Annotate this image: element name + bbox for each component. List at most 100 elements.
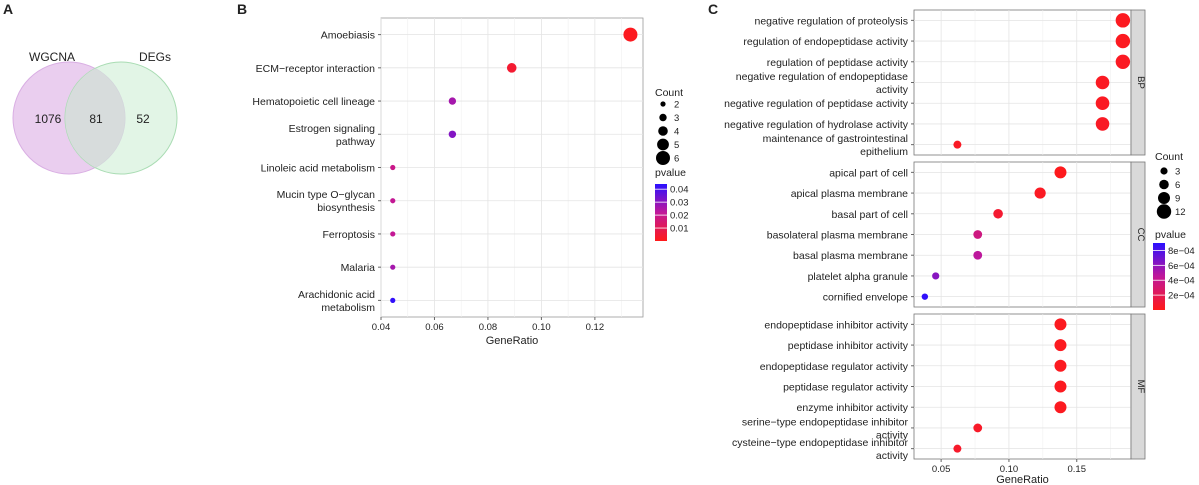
kegg-count-legend-label: 2 [674,100,679,111]
go-term-label-line: activity [876,450,909,462]
go-term-label: maintenance of gastrointestinal epitheliu… [763,133,909,158]
go-dot [1095,96,1110,111]
go-term-label-line: basal part of cell [832,209,908,221]
kegg-term-label: Amoebiasis [321,30,375,42]
kegg-term-label-line: Ferroptosis [322,229,375,241]
go-term-label-line: negative regulation of proteolysis [754,15,908,27]
kegg-term-label: Linoleic acid metabolism [261,163,376,175]
go-term-label-line: negative regulation of endopeptidase [736,71,908,83]
go-dot [973,230,983,239]
kegg-count-legend-label: 6 [674,154,679,165]
kegg-term-label: Ferroptosis [322,229,375,241]
go-term-label: peptidase inhibitor activity [788,340,909,352]
go-term-label-line: activity [876,429,909,441]
kegg-x-tick-label: 0.10 [532,322,551,333]
go-term-label: cornified envelope [823,292,908,304]
kegg-x-tick-label: 0.04 [372,322,391,333]
kegg-pvalue-legend-label: 0.02 [670,211,689,222]
kegg-term-label: Mucin type O−glycan biosynthesis [277,189,376,214]
go-facet-strip-label: MF [1135,380,1146,394]
kegg-x-tick-label: 0.12 [586,322,605,333]
go-count-legend-dot [1158,192,1170,204]
go-pvalue-legend-label: 2e−04 [1168,291,1195,302]
go-term-label: cysteine−type endopeptidase inhibitor act… [732,437,909,462]
go-term-label: apical plasma membrane [791,188,908,200]
go-facet-strip [1130,161,1146,308]
kegg-term-label: Hematopoietic cell lineage [252,96,375,108]
go-term-label-line: maintenance of gastrointestinal [763,133,908,145]
panel-a-letter: A [3,1,13,17]
go-pvalue-legend-title: pvalue [1155,229,1186,241]
go-term-label-line: platelet alpha granule [808,271,909,283]
go-facet-strip-label: BP [1135,76,1146,89]
go-count-legend-dot [1160,167,1168,175]
go-dot [973,250,983,260]
go-dot [1054,359,1067,372]
kegg-term-label: Malaria [341,262,376,274]
go-dot [1115,54,1131,69]
kegg-pvalue-legend-label: 0.04 [670,185,689,196]
go-x-axis-label: GeneRatio [996,474,1049,485]
kegg-pvalue-colorbar [655,184,667,241]
panel-b-letter: B [237,1,247,17]
go-term-label-line: apical part of cell [829,167,908,179]
go-term-label: basolateral plasma membrane [767,230,908,242]
go-dot [1054,339,1067,352]
kegg-dot [506,63,517,73]
go-x-tick-label: 0.10 [1000,464,1019,475]
kegg-count-legend-label: 3 [674,113,679,124]
kegg-term-label: ECM−receptor interaction [256,63,376,75]
kegg-x-axis-label: GeneRatio [486,335,539,347]
kegg-term-label-line: metabolism [321,302,375,314]
kegg-term-label-line: ECM−receptor interaction [256,63,376,75]
go-pvalue-legend-label: 4e−04 [1168,276,1195,287]
kegg-dot [448,97,457,105]
go-facet-strip-label: CC [1135,228,1146,242]
kegg-pvalue-legend-label: 0.01 [670,224,689,235]
kegg-dot [390,231,396,237]
venn-overlap-region [65,68,125,168]
venn-overlap-count: 81 [89,112,103,126]
kegg-count-legend-dot [660,101,666,107]
kegg-term-label-line: Hematopoietic cell lineage [252,96,375,108]
go-dot [1054,318,1067,331]
go-dot [1034,187,1046,199]
go-count-legend-title: Count [1155,151,1183,163]
go-term-label-line: negative regulation of peptidase activit… [724,98,909,110]
go-term-label: negative regulation of proteolysis [754,15,908,27]
venn-degs-label: DEGs [139,50,171,64]
go-dot [1115,13,1131,28]
go-dot [973,423,983,433]
go-dot [1054,166,1067,179]
go-facet-strip [1130,9,1146,156]
go-facet-strip [1130,313,1146,460]
go-dot [953,140,962,149]
kegg-count-legend-dot [658,126,668,136]
kegg-term-label-line: biosynthesis [317,202,375,214]
go-term-label: regulation of peptidase activity [767,57,909,69]
go-term-label-line: peptidase inhibitor activity [788,340,909,352]
kegg-term-label-line: Amoebiasis [321,30,375,42]
go-count-legend-dot [1156,204,1172,219]
go-pvalue-colorbar [1153,243,1165,310]
venn-wgcna-label: WGCNA [29,50,75,64]
kegg-dot-plot: 0.04 0.06 0.08 0.10 0.12 Amoebiasis ECM−recept… [252,17,689,347]
kegg-count-legend-dot [656,151,670,165]
kegg-term-label-line: pathway [336,136,376,148]
venn-degs-only-count: 52 [136,112,150,126]
go-term-label-line: endopeptidase regulator activity [760,361,909,373]
venn-diagram: WGCNA DEGs 1076 81 52 [12,50,178,175]
kegg-pvalue-legend-label: 0.03 [670,198,689,209]
kegg-count-legend-title: Count [655,87,683,99]
go-dot-plot: negative regulation of proteolysis regula… [724,9,1195,485]
go-dot [1095,75,1110,90]
go-term-label-line: serine−type endopeptidase inhibitor [742,416,909,428]
go-x-tick-label: 0.15 [1068,464,1087,475]
kegg-term-label: Arachidonic acid metabolism [298,289,375,314]
go-term-label: endopeptidase regulator activity [760,361,909,373]
go-term-label-line: basolateral plasma membrane [767,230,908,242]
go-term-label-line: epithelium [860,146,908,158]
go-dot [932,272,940,280]
go-count-legend-label: 3 [1175,167,1180,178]
